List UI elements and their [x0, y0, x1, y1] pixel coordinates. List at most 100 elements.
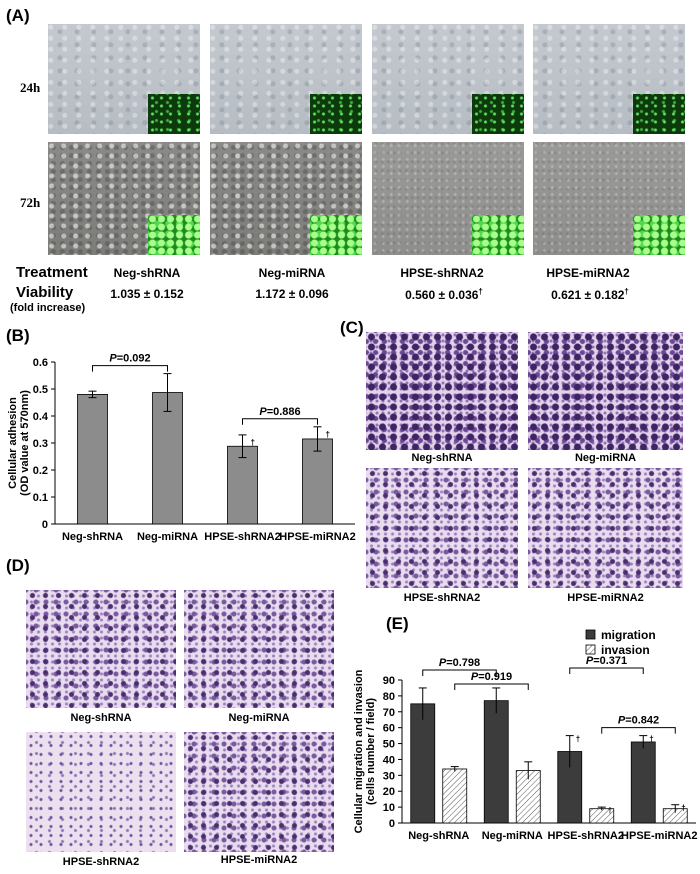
treatment-name: HPSE-miRNA2	[546, 266, 630, 280]
bar	[77, 394, 108, 525]
micrograph-72h-hpse-shrna2	[372, 142, 524, 255]
y-tick-label: 90	[383, 675, 395, 687]
y-axis-label: Cellular adhesion (OD value at 570nm)	[7, 390, 31, 496]
y-tick-label: 80	[383, 691, 395, 703]
fluorescence-inset	[148, 94, 200, 134]
adhesion-bar-chart: 0 0.1 0.2 0.3 0.4 0.5 0.6 Cellular adhesion (OD …	[7, 353, 356, 543]
transwell-adhesion-hpse-mirna2	[528, 468, 683, 588]
image-caption: HPSE-miRNA2	[220, 854, 298, 866]
bar	[302, 438, 333, 525]
legend-swatch-invasion	[585, 644, 596, 655]
transwell-adhesion-hpse-shrna2	[366, 468, 518, 588]
significance-bracket	[422, 669, 497, 676]
y-tick-label: 40	[383, 754, 395, 766]
y-tick-label: 0	[389, 818, 395, 830]
significance-dagger: †	[649, 735, 653, 744]
y-axis-label-line: (OD value at 570nm)	[19, 390, 31, 496]
image-caption: Neg-miRNA	[574, 452, 637, 464]
treatment-name: HPSE-shRNA2	[400, 266, 484, 280]
viability-label: Viability	[16, 284, 74, 301]
x-tick-label: Neg-shRNA	[408, 830, 469, 842]
x-tick-label: HPSE-miRNA2	[621, 830, 697, 842]
significance-dagger: †	[251, 438, 255, 447]
panel-e-label: (E)	[386, 614, 409, 633]
significance-dagger: †	[326, 430, 330, 439]
bar-migration	[630, 741, 656, 824]
y-tick-label: 0.3	[33, 438, 48, 450]
p-value-label: P=0.919	[471, 671, 512, 683]
y-tick-label: 0	[42, 519, 48, 531]
y-tick-label: 0.5	[33, 384, 48, 396]
y-axis-label: Cellular migration and invasion (cells nu…	[353, 669, 377, 833]
y-tick-label: 50	[383, 739, 395, 751]
legend-label-invasion: invasion	[601, 643, 650, 657]
treatment-name: Neg-shRNA	[113, 266, 181, 280]
significance-bracket	[92, 365, 168, 372]
significance-dagger: †	[681, 804, 685, 813]
fluorescence-inset	[472, 94, 524, 134]
y-axis-label-line: Cellular adhesion	[7, 397, 19, 489]
image-caption: HPSE-miRNA2	[567, 592, 644, 604]
x-tick-label: Neg-miRNA	[482, 830, 543, 842]
micrograph-24h-hpse-shrna2	[372, 24, 524, 134]
p-value-label: P=0.886	[259, 406, 300, 418]
p-value-label: P=0.842	[618, 715, 659, 727]
micrograph-72h-neg-shrna	[48, 142, 200, 255]
significance-dagger: †	[478, 287, 483, 296]
x-tick-label: HPSE-shRNA2	[548, 830, 624, 842]
image-caption: HPSE-shRNA2	[62, 856, 140, 868]
viability-unit: (fold increase)	[10, 302, 86, 314]
bar-migration	[483, 700, 509, 824]
y-tick-label: 0.6	[33, 357, 48, 369]
y-tick-label: 10	[383, 802, 395, 814]
significance-bracket	[454, 683, 529, 690]
transwell-neg-mirna	[184, 590, 334, 708]
significance-dagger: †	[576, 735, 580, 744]
image-caption: Neg-shRNA	[411, 452, 473, 464]
fluorescence-inset	[310, 94, 362, 134]
fluorescence-inset	[472, 215, 524, 255]
bar-invasion	[442, 768, 468, 824]
panel-b-label: (B)	[6, 326, 30, 345]
legend-swatch-migration	[585, 629, 596, 640]
bar	[227, 445, 258, 525]
y-tick-label: 70	[383, 707, 395, 719]
treatment-name: Neg-miRNA	[258, 266, 326, 280]
y-tick-label: 60	[383, 723, 395, 735]
p-value-label: P=0.371	[586, 655, 627, 667]
viability-value: 0.621 ± 0.182†	[551, 287, 629, 302]
transwell-adhesion-neg-shrna	[366, 332, 518, 450]
y-axis-label-line: Cellular migration and invasion	[353, 669, 365, 833]
x-tick-label: HPSE-miRNA2	[279, 531, 355, 543]
p-value-label: P=0.092	[109, 353, 150, 365]
migration-invasion-bar-chart: 0 10 20 30 40 50 60 70 80 90 Cellular migration an…	[353, 628, 697, 842]
panel-d-label: (D)	[6, 556, 30, 575]
significance-bracket	[601, 727, 676, 734]
fluorescence-inset	[633, 215, 685, 255]
y-tick-label: 20	[383, 786, 395, 798]
image-caption: HPSE-shRNA2	[403, 592, 481, 604]
fluorescence-inset	[310, 215, 362, 255]
micrograph-24h-neg-mirna	[210, 24, 362, 134]
significance-bracket	[569, 667, 644, 674]
y-tick-label: 0.2	[33, 465, 48, 477]
y-axis-label-line: (cells number / field)	[365, 698, 377, 805]
transwell-hpse-mirna2	[184, 732, 334, 852]
panel-c-label: (C)	[340, 318, 364, 337]
row-label-72h: 72h	[20, 195, 41, 210]
row-label-24h: 24h	[20, 80, 41, 95]
x-tick-label: Neg-shRNA	[62, 531, 123, 543]
fluorescence-inset	[633, 94, 685, 134]
viability-value: 1.035 ± 0.152	[110, 287, 184, 301]
viability-value: 1.172 ± 0.096	[255, 287, 329, 301]
image-caption: Neg-shRNA	[70, 712, 132, 724]
significance-dagger: †	[608, 806, 612, 815]
y-tick-label: 0.4	[33, 411, 49, 423]
micrograph-24h-hpse-mirna2	[533, 24, 685, 134]
transwell-hpse-shrna2	[26, 732, 176, 852]
transwell-adhesion-neg-mirna	[528, 332, 683, 450]
p-value-label: P=0.798	[439, 657, 480, 669]
x-tick-label: Neg-miRNA	[137, 531, 198, 543]
treatment-label: Treatment	[16, 264, 88, 281]
micrograph-24h-neg-shrna	[48, 24, 200, 134]
